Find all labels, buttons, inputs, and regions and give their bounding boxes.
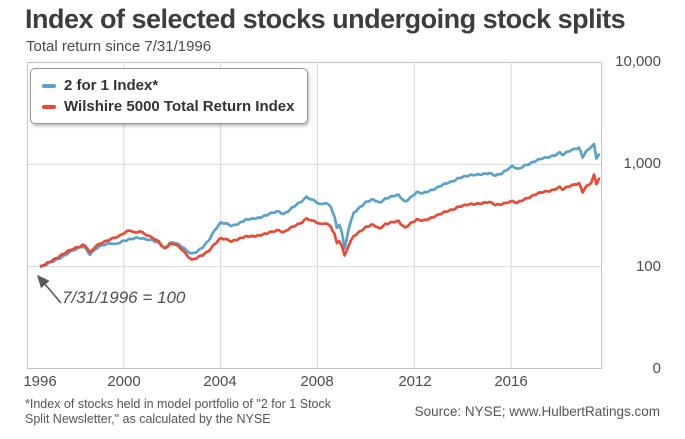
x-axis-label-2000: 2000 <box>107 373 141 390</box>
legend-item-wilshire: Wilshire 5000 Total Return Index <box>42 96 294 117</box>
source-text: Source: NYSE; www.HulbertRatings.com <box>414 404 660 419</box>
series-line-wilshire <box>39 173 601 268</box>
plot-border <box>27 62 602 369</box>
page-title: Index of selected stocks undergoing stoc… <box>25 4 626 34</box>
y-axis-label-0: 0 <box>652 360 661 377</box>
chart-plot-area <box>27 62 602 369</box>
x-axis-label-1996: 1996 <box>23 373 57 390</box>
footnote: *Index of stocks held in model portfolio… <box>25 397 331 427</box>
series-line-2for1 <box>39 142 601 269</box>
x-axis-label-2008: 2008 <box>300 373 334 390</box>
x-axis-label-2004: 2004 <box>203 373 237 390</box>
x-axis-label-2012: 2012 <box>398 373 432 390</box>
y-axis-label-100: 100 <box>635 258 661 275</box>
legend-label: 2 for 1 Index* <box>64 77 159 94</box>
annotation-arrow-icon <box>36 274 62 304</box>
x-axis-label-2016: 2016 <box>494 373 528 390</box>
footnote-line-2: Split Newsletter," as calculated by the … <box>25 412 271 426</box>
legend-label: Wilshire 5000 Total Return Index <box>64 98 295 115</box>
blue-line-swatch-icon <box>42 83 56 88</box>
page-subtitle: Total return since 7/31/1996 <box>26 38 212 55</box>
footnote-line-1: *Index of stocks held in model portfolio… <box>25 397 331 411</box>
y-axis-label-1000: 1,000 <box>623 155 661 172</box>
chart-legend: 2 for 1 Index* Wilshire 5000 Total Retur… <box>30 68 309 124</box>
y-axis-label-10000: 10,000 <box>615 53 661 70</box>
legend-item-2for1: 2 for 1 Index* <box>42 75 294 96</box>
base-value-annotation: 7/31/1996 = 100 <box>62 288 186 307</box>
red-line-swatch-icon <box>42 104 56 109</box>
